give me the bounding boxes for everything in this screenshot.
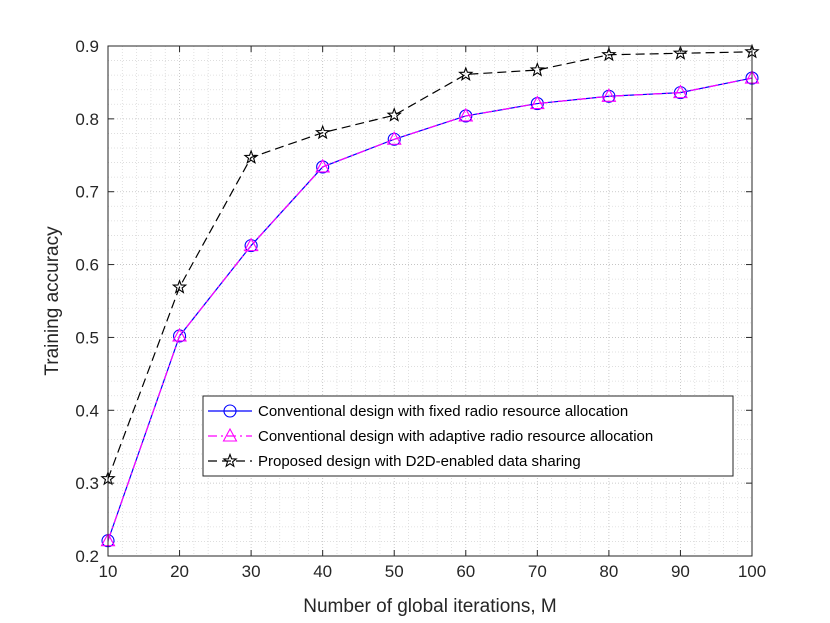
tick-labels: 10 20 30 40 50 60 70 80 90 100 0.2 0.3 0.4 0.5 0.6 0.7 0…: [75, 37, 766, 581]
star-marker: [243, 149, 259, 165]
y-tick-label: 0.2: [75, 547, 99, 566]
plot-frame: [107, 45, 753, 557]
legend-box: [202, 395, 734, 477]
y-axis-label: Training accuracy: [42, 226, 63, 376]
x-tick-label: 90: [671, 562, 690, 581]
star-marker: [529, 61, 546, 77]
triangle-marker: [458, 107, 474, 122]
star-marker: [672, 45, 689, 60]
y-tick-label: 0.3: [75, 474, 99, 493]
series-line: [107, 77, 753, 541]
x-tick-label: 80: [599, 562, 618, 581]
star-marker: [222, 452, 238, 468]
triangle-marker: [601, 88, 617, 102]
triangle-marker: [172, 327, 187, 342]
y-tick-label: 0.7: [75, 183, 99, 202]
legend-entry-3: Proposed design with D2D-enabled data sh…: [208, 452, 581, 470]
triangle-marker: [673, 84, 688, 99]
legend-label: Conventional design with adaptive radio …: [258, 428, 653, 445]
plot-area: [108, 46, 752, 556]
legend-entry-1: Conventional design with fixed radio res…: [208, 403, 628, 420]
circle-marker: [223, 404, 237, 418]
star-marker: [171, 279, 188, 294]
x-tick-label: 70: [528, 562, 547, 581]
x-tick-label: 10: [99, 562, 118, 581]
triangle-marker: [529, 95, 545, 110]
x-tick-label: 40: [313, 562, 332, 581]
legend: Conventional design with fixed radio res…: [202, 395, 734, 477]
legend-label: Proposed design with D2D-enabled data sh…: [258, 453, 581, 470]
star-marker: [601, 46, 617, 62]
triangle-marker: [315, 158, 331, 173]
legend-items: Conventional design with fixed radio res…: [208, 403, 653, 470]
x-tick-label: 50: [385, 562, 404, 581]
star-marker: [458, 66, 474, 81]
y-tick-label: 0.8: [75, 110, 99, 129]
axis-ticks: [107, 45, 753, 557]
star-marker: [314, 124, 331, 140]
x-tick-label: 30: [242, 562, 261, 581]
legend-label: Conventional design with fixed radio res…: [258, 403, 628, 420]
x-tick-label: 20: [170, 562, 189, 581]
x-tick-label: 100: [738, 562, 766, 581]
triangle-marker: [386, 131, 402, 145]
star-marker: [386, 107, 402, 122]
x-axis-label: Number of global iterations, M: [303, 596, 556, 617]
triangle-marker: [243, 237, 259, 252]
y-tick-label: 0.9: [75, 37, 99, 56]
legend-entry-2: Conventional design with adaptive radio …: [208, 427, 653, 445]
y-tick-label: 0.6: [75, 256, 99, 275]
y-tick-label: 0.5: [75, 328, 99, 347]
triangle-marker: [222, 427, 238, 442]
x-tick-label: 60: [456, 562, 475, 581]
y-tick-label: 0.4: [75, 401, 99, 420]
